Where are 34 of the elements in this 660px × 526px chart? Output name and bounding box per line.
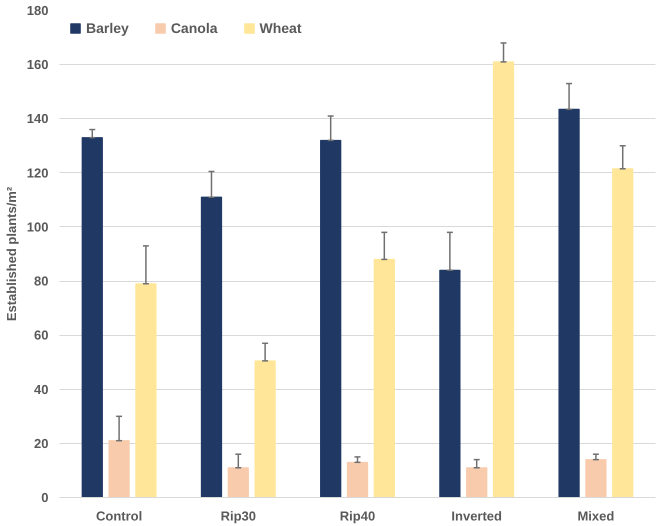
y-tick-label: 100 xyxy=(26,219,49,234)
bar xyxy=(558,108,580,498)
y-tick-label: 160 xyxy=(26,57,49,72)
x-tick-label: Rip30 xyxy=(220,508,256,524)
bar xyxy=(228,467,249,498)
y-tick-label: 20 xyxy=(34,436,49,451)
bar xyxy=(439,270,461,498)
bar xyxy=(374,258,395,498)
legend-label: Canola xyxy=(170,20,218,36)
bar xyxy=(135,283,157,498)
bar xyxy=(108,440,130,498)
y-tick-label: 180 xyxy=(26,3,49,18)
legend-label: Barley xyxy=(86,20,129,36)
y-tick-label: 120 xyxy=(26,165,49,180)
bar xyxy=(82,137,103,498)
bar xyxy=(492,61,514,498)
bar xyxy=(254,360,276,498)
bar xyxy=(585,459,607,498)
bar xyxy=(200,196,222,498)
y-tick-label: 0 xyxy=(41,490,49,505)
x-tick-label: Mixed xyxy=(577,508,614,524)
x-tick-label: Rip40 xyxy=(340,508,376,524)
y-axis-title: Established plants/m² xyxy=(4,186,19,322)
bar xyxy=(346,462,368,498)
bar xyxy=(612,168,634,498)
x-tick-label: Inverted xyxy=(451,508,502,524)
bar xyxy=(320,140,342,498)
y-tick-label: 80 xyxy=(34,274,49,289)
y-tick-label: 40 xyxy=(34,382,49,397)
bar xyxy=(466,467,488,498)
x-tick-label: Control xyxy=(96,508,142,524)
y-tick-label: 60 xyxy=(34,328,49,343)
y-tick-label: 140 xyxy=(26,111,49,126)
legend-label: Wheat xyxy=(260,20,302,36)
